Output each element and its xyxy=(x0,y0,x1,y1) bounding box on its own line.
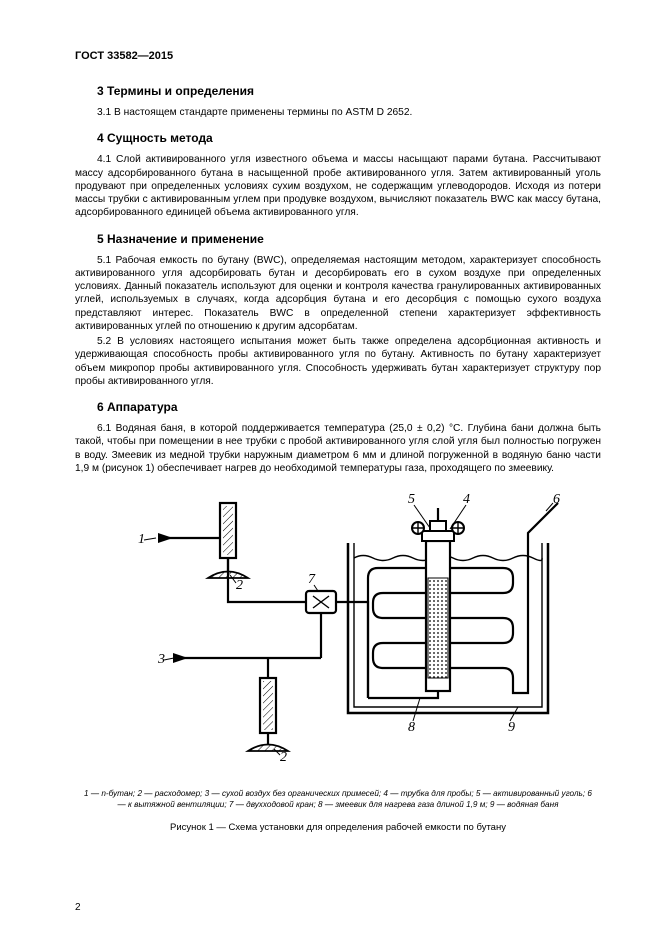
svg-text:9: 9 xyxy=(508,720,515,735)
rotameter-bottom xyxy=(173,653,321,751)
sample-tube xyxy=(368,508,464,698)
figure-caption: Рисунок 1 — Схема установки для определе… xyxy=(75,822,601,833)
section-6-title: 6 Аппаратура xyxy=(97,400,601,414)
para-4-1: 4.1 Слой активированного угля известного… xyxy=(75,153,601,219)
svg-text:4: 4 xyxy=(463,492,470,507)
svg-text:2: 2 xyxy=(236,578,243,593)
para-6-1: 6.1 Водяная баня, в которой поддерживает… xyxy=(75,422,601,475)
svg-text:1: 1 xyxy=(138,532,145,547)
page-number: 2 xyxy=(75,902,81,913)
svg-text:5: 5 xyxy=(408,492,415,507)
svg-text:6: 6 xyxy=(553,492,560,507)
section-5-title: 5 Назначение и применение xyxy=(97,232,601,246)
rotameter-top xyxy=(158,503,248,578)
section-4-title: 4 Сущность метода xyxy=(97,131,601,145)
document-header: ГОСТ 33582—2015 xyxy=(75,50,601,62)
para-5-1: 5.1 Рабочая емкость по бутану (BWC), опр… xyxy=(75,254,601,334)
svg-text:7: 7 xyxy=(308,572,316,587)
svg-text:2: 2 xyxy=(280,750,287,765)
para-3-1: 3.1 В настоящем стандарте применены терм… xyxy=(75,106,601,119)
figure-legend: 1 — n-бутан; 2 — расходомер; 3 — сухой в… xyxy=(75,788,601,810)
section-3-title: 3 Термины и определения xyxy=(97,84,601,98)
svg-text:8: 8 xyxy=(408,720,415,735)
figure-1: 1 2 3 2 7 5 4 6 8 9 xyxy=(75,483,601,833)
figure-1-svg: 1 2 3 2 7 5 4 6 8 9 xyxy=(108,483,568,773)
svg-text:3: 3 xyxy=(157,652,165,667)
para-5-2: 5.2 В условиях настоящего испытания може… xyxy=(75,335,601,388)
